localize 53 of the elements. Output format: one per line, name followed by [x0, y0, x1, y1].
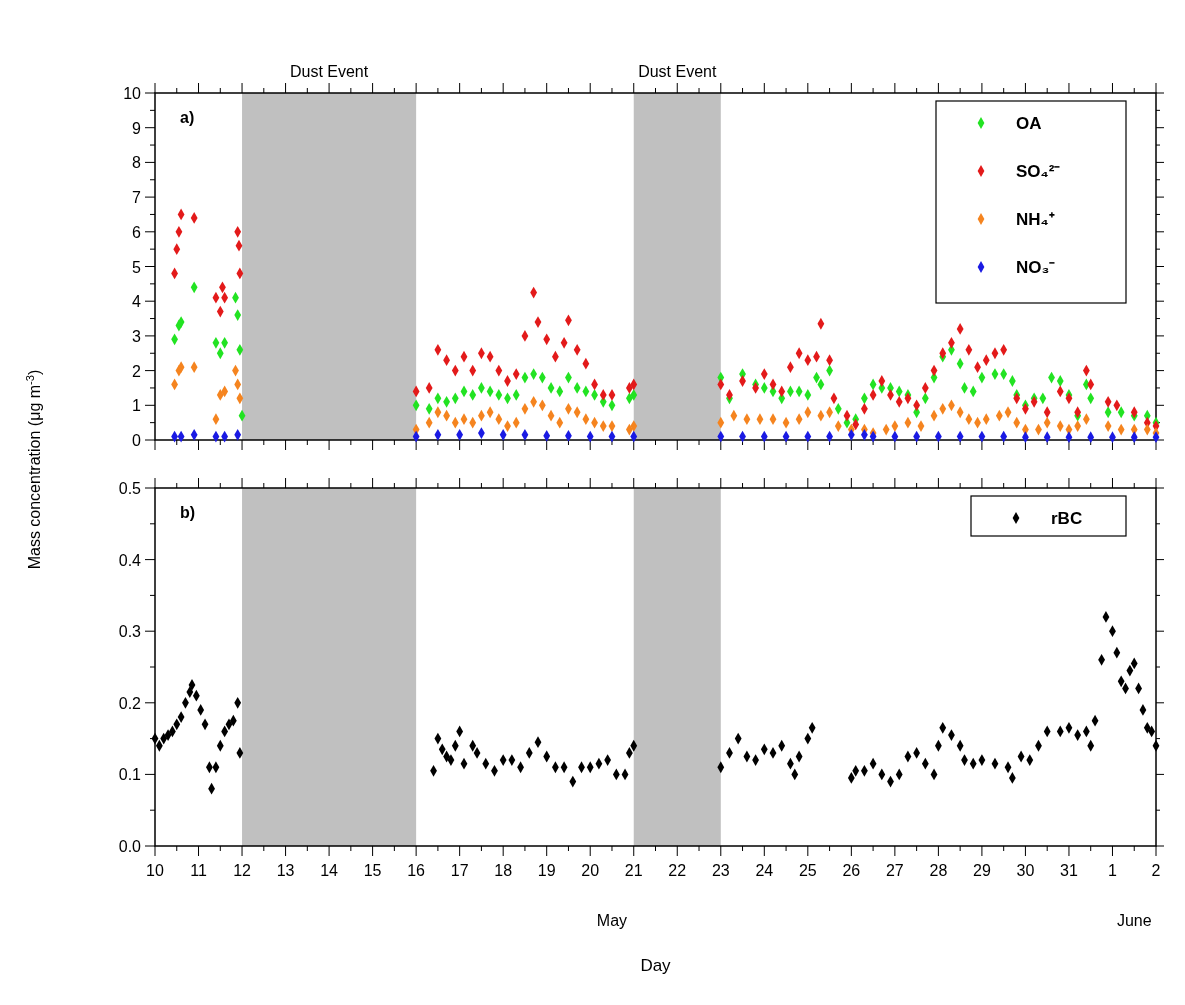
- y-tick-label: 0.2: [118, 694, 142, 712]
- text: June: [1116, 912, 1152, 929]
- x-tick-label: 12: [233, 862, 252, 879]
- band-label: Dust Event: [289, 63, 369, 80]
- y-tick-label: 0.0: [118, 838, 142, 855]
- annotation: a): [180, 109, 195, 126]
- y-tick-label: 5: [132, 258, 142, 276]
- y-tick-label: 2: [132, 362, 142, 380]
- x-tick-label: 27: [885, 862, 904, 879]
- y-tick-label: 6: [132, 223, 142, 241]
- x-tick-label: 11: [190, 862, 207, 879]
- y-tick-label: 4: [132, 293, 142, 311]
- x-tick-label: 29: [973, 862, 991, 879]
- x-tick-label: 17: [450, 862, 469, 879]
- legend-label: NO₃⁻: [1016, 258, 1056, 277]
- y-tick-label: 3: [132, 327, 142, 345]
- x-tick-label: 19: [537, 862, 556, 879]
- y-tick-label: 0.3: [118, 623, 142, 641]
- x-tick-label: 20: [581, 862, 600, 879]
- x-tick-label: 10: [146, 862, 164, 879]
- x-tick-label: 28: [929, 862, 948, 879]
- x-tick-label: 23: [711, 862, 730, 879]
- text: May: [596, 912, 628, 929]
- x-tick-label: 21: [624, 862, 643, 879]
- y-tick-label: 0.5: [118, 480, 142, 497]
- x-tick-label: 26: [842, 862, 861, 879]
- y-tick-label: 0.4: [118, 551, 142, 569]
- x-tick-label: 25: [798, 862, 817, 879]
- legend-label: SO₄²⁻: [1016, 162, 1061, 181]
- x-tick-label: 18: [494, 862, 513, 879]
- y-tick-label: 1: [132, 397, 142, 415]
- x-tick-label: 13: [276, 862, 295, 879]
- x-tick-label: 16: [407, 862, 426, 879]
- y-tick-label: 9: [132, 119, 142, 137]
- x-tick-label: 2: [1151, 862, 1161, 879]
- x-tick-label: 31: [1060, 862, 1078, 879]
- legend-label: rBC: [1051, 509, 1083, 528]
- y-tick-label: 8: [132, 154, 142, 172]
- x-tick-label: 14: [320, 862, 339, 879]
- x-axis-title: Day: [640, 956, 672, 975]
- x-tick-label: 15: [363, 862, 382, 879]
- annotation: b): [180, 504, 196, 521]
- y-tick-label: 7: [132, 189, 142, 207]
- legend-label: NH₄⁺: [1016, 210, 1055, 229]
- y-tick-label: 0.1: [118, 766, 142, 784]
- y-tick-label: 0: [132, 432, 142, 449]
- y-tick-label: 10: [123, 85, 142, 102]
- legend-label: OA: [1016, 114, 1042, 133]
- x-tick-label: 22: [668, 862, 687, 879]
- x-tick-label: 1: [1108, 862, 1118, 879]
- x-tick-label: 24: [755, 862, 774, 879]
- x-tick-label: 30: [1016, 862, 1035, 879]
- band-label: Dust Event: [638, 63, 717, 80]
